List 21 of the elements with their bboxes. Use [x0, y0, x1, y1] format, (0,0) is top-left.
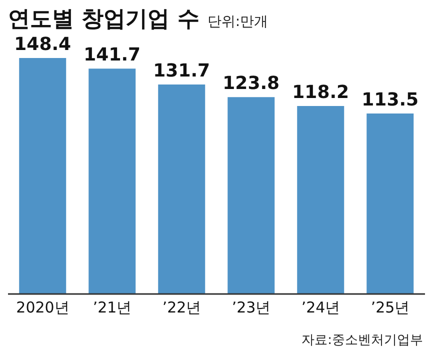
bar [19, 58, 66, 294]
text: 자료:중소벤처기업부 [302, 332, 423, 349]
x-tick-label: ’23년 [232, 298, 271, 317]
chart-title: 연도별 창업기업 수 [8, 6, 200, 34]
bar [228, 97, 275, 294]
chart-subtitle: 단위:만개 [207, 13, 268, 31]
data-label: 141.7 [84, 44, 141, 66]
x-tick-label: ’21년 [92, 298, 132, 317]
data-label: 148.4 [14, 34, 72, 55]
data-label: 131.7 [153, 60, 210, 82]
bar [88, 68, 136, 294]
bar [297, 106, 344, 294]
data-label: 123.8 [222, 73, 280, 94]
data-label: 118.2 [292, 82, 350, 104]
data-label: 113.5 [362, 90, 419, 110]
x-tick-label: ’25년 [370, 298, 410, 317]
x-tick-label: ’22년 [162, 298, 202, 317]
x-tick-label: 2020년 [16, 298, 70, 317]
bar [158, 84, 206, 294]
x-tick-label: ’24년 [301, 298, 340, 317]
bar [366, 114, 414, 294]
